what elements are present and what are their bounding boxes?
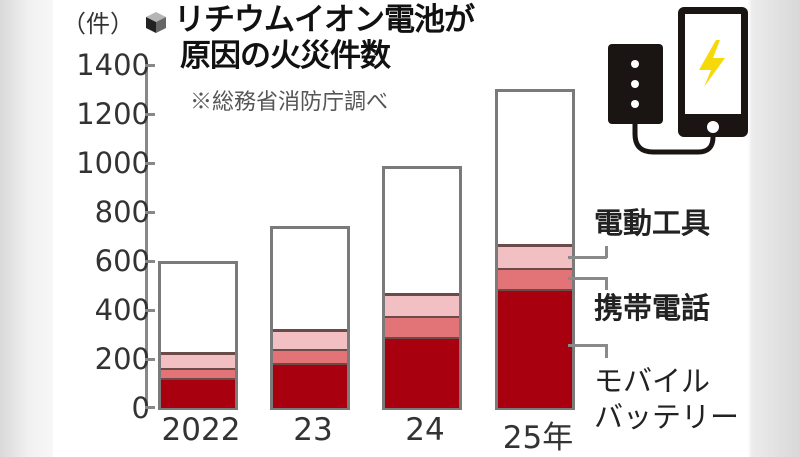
y-tick: 600 xyxy=(94,244,150,278)
bar-segment-phone xyxy=(385,314,459,337)
y-tick-mark xyxy=(145,211,155,214)
bar-segment-mobile xyxy=(273,361,347,408)
y-tick: 1400 xyxy=(76,48,150,82)
bar-2022 xyxy=(158,260,238,410)
bar-segment-tool xyxy=(385,292,459,316)
legend-mobile-phone: 携帯電話 xyxy=(594,291,711,325)
title-line-1: リチウムイオン電池が xyxy=(174,2,475,38)
bar-23 xyxy=(270,226,350,410)
y-tick: 1000 xyxy=(76,146,150,180)
y-tick: 400 xyxy=(94,293,150,327)
x-label: 24 xyxy=(405,412,445,448)
leader-line-mobile-phone xyxy=(605,277,608,290)
leader-line-mobile-phone xyxy=(568,277,607,280)
y-tick: 200 xyxy=(94,342,150,376)
y-axis xyxy=(145,64,148,409)
leader-line-mobile-battery xyxy=(568,344,607,347)
leader-line-mobile-battery xyxy=(605,344,608,358)
power-bank-charging-phone-icon xyxy=(608,7,748,155)
cube-icon xyxy=(146,11,166,33)
legend-mobile-battery-line2: バッテリー xyxy=(594,400,740,434)
bar-segment-phone xyxy=(498,266,572,289)
bar-segment-mobile xyxy=(498,287,572,408)
leader-line-power-tool xyxy=(568,256,607,259)
bar-segment-tool xyxy=(498,243,572,268)
bar-25年 xyxy=(495,89,575,410)
y-tick-mark xyxy=(145,113,155,116)
y-tick: 0 xyxy=(131,391,150,425)
y-tick: 800 xyxy=(94,195,150,229)
legend-power-tool: 電動工具 xyxy=(594,206,711,240)
y-tick-mark xyxy=(145,64,155,67)
bar-segment-mobile xyxy=(385,335,459,408)
y-tick-mark xyxy=(145,162,155,165)
bar-segment-phone xyxy=(161,366,235,379)
bar-segment-phone xyxy=(273,347,347,363)
leader-line-power-tool xyxy=(605,246,608,258)
bar-segment-tool xyxy=(161,351,235,368)
x-label: 2022 xyxy=(161,412,241,448)
bar-24 xyxy=(382,166,462,410)
y-unit-label: （件） xyxy=(62,10,134,38)
title-line-2: 原因の火災件数 xyxy=(180,38,391,74)
y-tick-mark xyxy=(145,260,155,263)
y-tick-mark xyxy=(145,406,155,409)
bar-segment-mobile xyxy=(161,377,235,408)
x-label: 23 xyxy=(293,412,333,448)
legend-mobile-battery-line1: モバイル xyxy=(594,364,711,398)
chart-title: リチウムイオン電池が 原因の火災件数 xyxy=(144,2,475,74)
x-label: 25年 xyxy=(502,420,574,456)
source-note: ※総務省消防庁調べ xyxy=(190,90,389,115)
bar-segment-tool xyxy=(273,328,347,349)
y-tick-mark xyxy=(145,309,155,312)
y-tick: 1200 xyxy=(76,97,150,131)
y-tick-mark xyxy=(145,358,155,361)
